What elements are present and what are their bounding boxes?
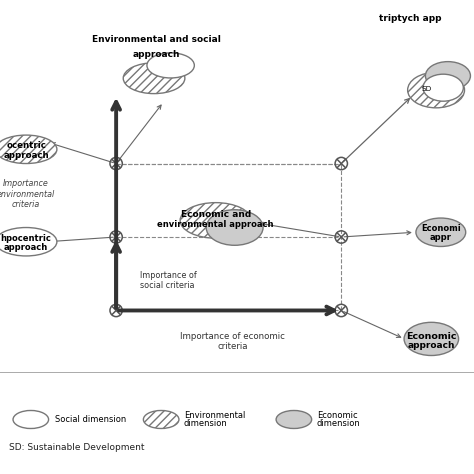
Text: SD: SD: [421, 86, 432, 92]
Text: Importance
environmental
criteria: Importance environmental criteria: [0, 180, 55, 209]
Text: triptych app: triptych app: [379, 15, 442, 23]
Ellipse shape: [147, 53, 194, 78]
Ellipse shape: [206, 210, 263, 246]
Text: Social dimension: Social dimension: [55, 415, 126, 424]
Text: dimension: dimension: [317, 419, 360, 428]
Ellipse shape: [423, 74, 463, 101]
Text: Economic: Economic: [317, 411, 357, 419]
Ellipse shape: [13, 410, 48, 428]
Text: ocentric: ocentric: [6, 142, 46, 150]
Ellipse shape: [276, 410, 311, 428]
Ellipse shape: [0, 135, 57, 164]
Text: Importance of
social criteria: Importance of social criteria: [140, 271, 197, 290]
Ellipse shape: [0, 228, 57, 256]
Ellipse shape: [416, 218, 465, 246]
Text: approach: approach: [408, 341, 455, 349]
Ellipse shape: [408, 73, 465, 108]
Ellipse shape: [404, 322, 459, 356]
Text: Economic: Economic: [406, 332, 456, 340]
Text: Importance of economic
criteria: Importance of economic criteria: [180, 332, 285, 351]
Text: hpocentric: hpocentric: [0, 234, 52, 243]
Text: approach: approach: [3, 151, 49, 160]
Text: approach: approach: [133, 50, 180, 59]
Text: Economi: Economi: [421, 225, 461, 233]
Text: SD: Sustainable Development: SD: Sustainable Development: [9, 444, 145, 452]
Ellipse shape: [425, 62, 470, 90]
Text: Environmental and social: Environmental and social: [92, 35, 221, 44]
Text: appr: appr: [430, 233, 452, 242]
Text: environmental approach: environmental approach: [157, 220, 274, 229]
Ellipse shape: [143, 410, 179, 428]
Text: Environmental: Environmental: [184, 411, 245, 419]
Ellipse shape: [180, 203, 251, 238]
Text: Economic and: Economic and: [181, 210, 251, 219]
Text: dimension: dimension: [184, 419, 228, 428]
Ellipse shape: [123, 63, 185, 94]
Text: approach: approach: [4, 244, 48, 252]
